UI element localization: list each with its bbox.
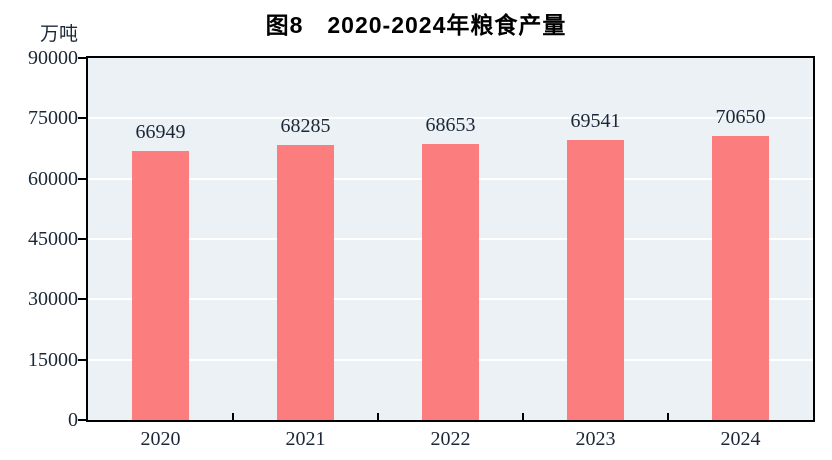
bar-2024 <box>712 135 769 420</box>
x-axis-tick <box>667 413 669 420</box>
y-axis-tick <box>78 177 86 180</box>
bar-2022 <box>422 143 479 420</box>
bar-value-label: 69541 <box>570 110 621 133</box>
y-axis-tick-label: 45000 <box>28 228 78 250</box>
plot-area: 66949 68285 68653 69541 70650 <box>86 56 815 422</box>
x-axis-tick <box>232 413 234 420</box>
y-axis-tick <box>78 57 86 59</box>
y-axis-tick <box>78 117 86 120</box>
bar-2021 <box>277 145 334 420</box>
y-axis-tick <box>78 358 86 361</box>
y-axis-tick-label: 15000 <box>28 348 78 371</box>
y-axis-tick <box>78 298 86 301</box>
x-axis-tick <box>377 413 379 420</box>
y-axis-tick <box>78 238 86 240</box>
x-axis-tick-label: 2020 <box>140 428 181 450</box>
x-axis-tick-label: 2021 <box>285 428 326 450</box>
y-axis-tick <box>78 419 86 421</box>
y-axis-tick-label: 75000 <box>28 107 78 130</box>
x-axis-tick <box>522 413 524 420</box>
bar-2020 <box>132 150 189 420</box>
chart-title: 图8 2020-2024年粮食产量 <box>265 12 567 38</box>
y-axis-tick-label: 90000 <box>28 47 78 69</box>
bar-value-label: 68653 <box>425 113 476 136</box>
y-axis-tick-label: 30000 <box>28 288 78 311</box>
bar-value-label: 68285 <box>280 115 331 138</box>
bar-2023 <box>567 140 624 420</box>
gridline <box>88 117 813 120</box>
bar-value-label: 66949 <box>135 120 186 143</box>
y-axis-tick-label: 60000 <box>28 167 78 190</box>
x-axis-tick-label: 2024 <box>720 428 761 450</box>
x-axis-tick-label: 2022 <box>430 428 471 450</box>
y-axis-tick-label: 0 <box>68 409 78 431</box>
bar-value-label: 70650 <box>715 105 766 128</box>
y-axis-unit-label: 万吨 <box>39 24 78 45</box>
x-axis-tick-label: 2023 <box>575 428 616 450</box>
